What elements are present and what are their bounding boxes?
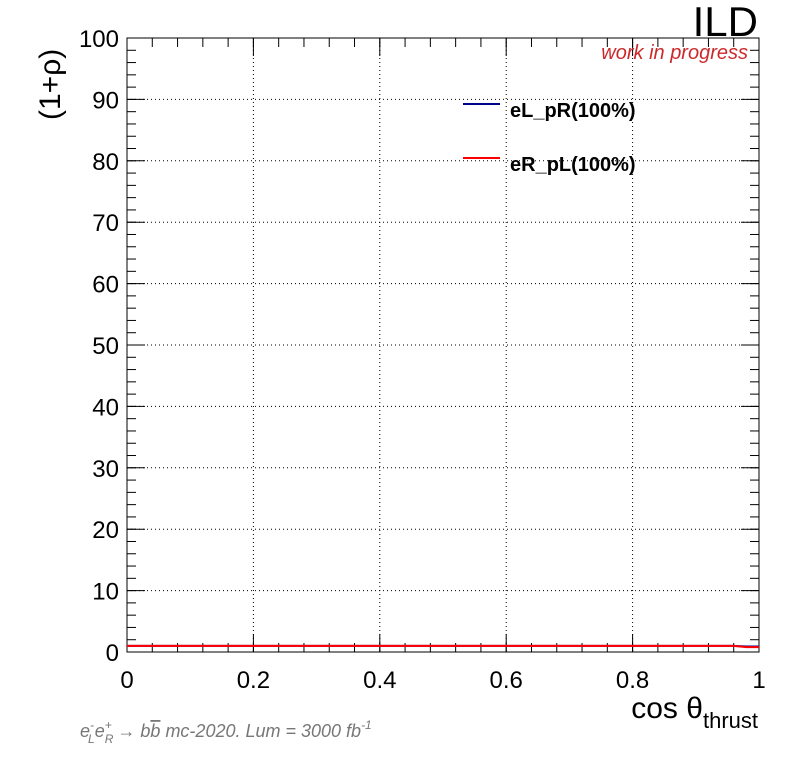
status-label: work in progress	[601, 42, 748, 64]
x-tick-label: 0.8	[616, 667, 649, 694]
y-tick-label: 20	[92, 517, 119, 544]
grid	[127, 38, 759, 652]
x-tick-label: 0.4	[363, 667, 396, 694]
x-tick-label: 1	[752, 667, 765, 694]
y-tick-label: 60	[92, 272, 119, 299]
y-tick-label: 90	[92, 87, 119, 114]
y-axis-title: (1+ρ)	[34, 49, 67, 120]
experiment-label: ILD	[693, 0, 758, 45]
x-axis-title: cos θthrust	[631, 692, 758, 733]
y-tick-label: 40	[92, 394, 119, 421]
series	[127, 644, 759, 649]
y-tick-label: 10	[92, 579, 119, 606]
x-tick-label: 0	[120, 667, 133, 694]
legend-label-eR-pL: eR_pL(100%)	[510, 154, 636, 176]
legend-label-eL-pR: eL_pR(100%)	[510, 100, 636, 122]
y-tick-labels: 0 10 20 30 40 50 60 70 80 90 100	[79, 26, 119, 667]
x-tick-labels: 0 0.2 0.4 0.6 0.8 1	[120, 667, 765, 694]
axis-ticks	[126, 37, 760, 653]
y-tick-label: 70	[92, 210, 119, 237]
x-tick-label: 0.2	[237, 667, 270, 694]
series-line-1	[127, 644, 759, 649]
legend: eL_pR(100%) eR_pL(100%)	[463, 100, 636, 176]
y-tick-label: 100	[79, 26, 119, 53]
y-tick-label: 30	[92, 456, 119, 483]
y-tick-label: 50	[92, 333, 119, 360]
x-tick-label: 0.6	[490, 667, 523, 694]
y-tick-label: 0	[106, 640, 119, 667]
y-tick-label: 80	[92, 149, 119, 176]
